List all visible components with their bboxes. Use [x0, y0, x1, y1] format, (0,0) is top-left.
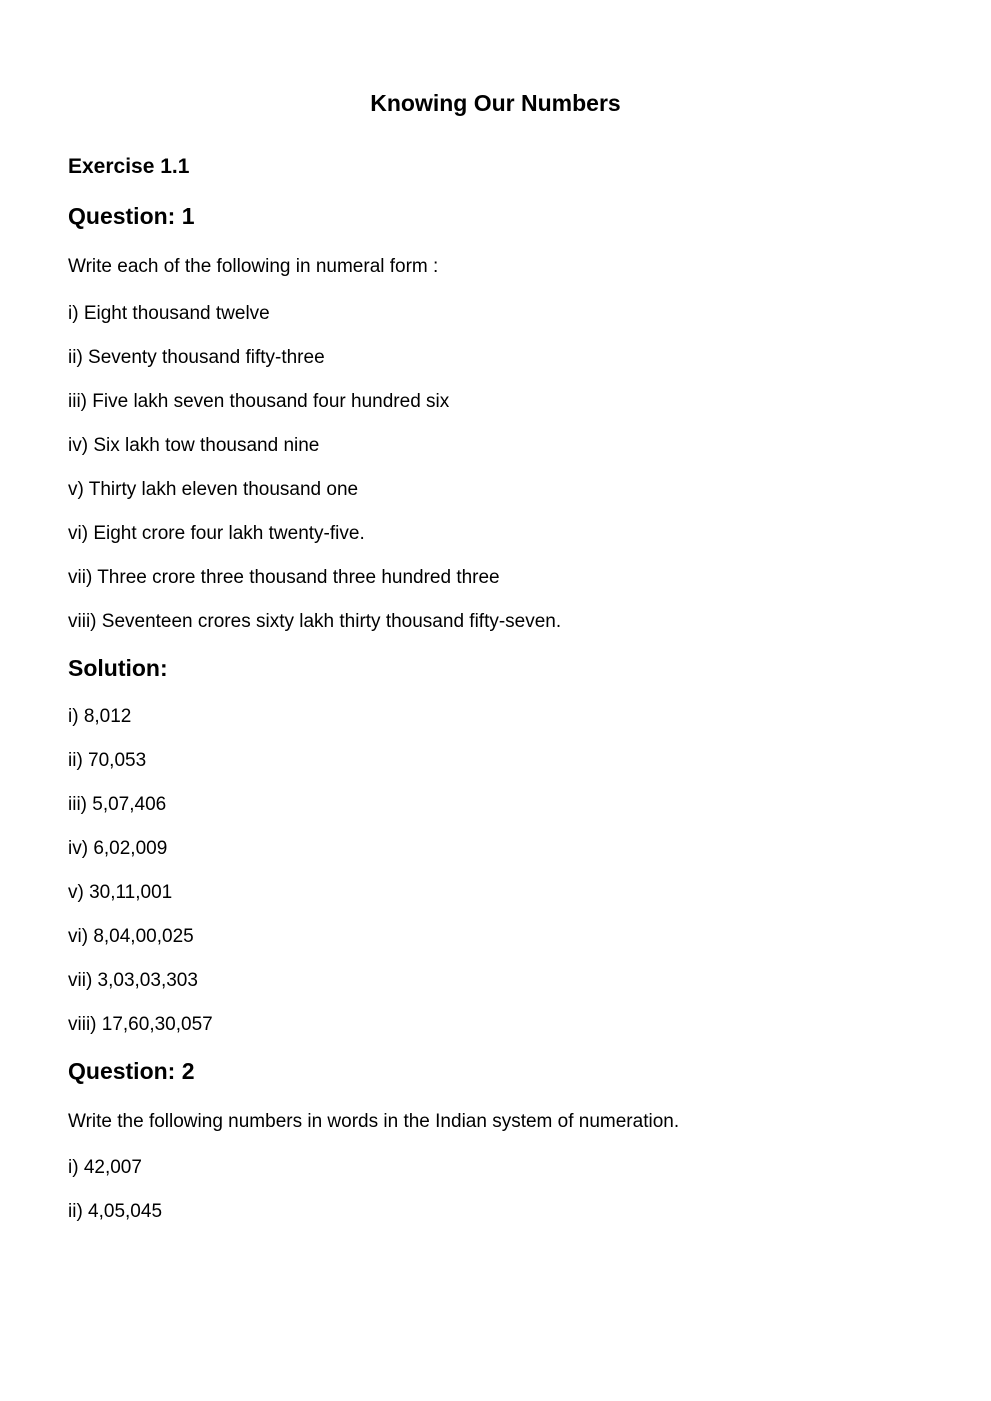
solution-heading: Solution: — [68, 655, 923, 682]
solution-item-viii: viii) 17,60,30,057 — [68, 1014, 923, 1036]
solution-item-i: i) 8,012 — [68, 706, 923, 728]
q1-item-vii: vii) Three crore three thousand three hu… — [68, 567, 923, 589]
solution-item-iv: iv) 6,02,009 — [68, 838, 923, 860]
chapter-title: Knowing Our Numbers — [68, 90, 923, 117]
solution-item-iii: iii) 5,07,406 — [68, 794, 923, 816]
solution-item-vii: vii) 3,03,03,303 — [68, 970, 923, 992]
exercise-heading: Exercise 1.1 — [68, 155, 923, 179]
q2-item-ii: ii) 4,05,045 — [68, 1201, 923, 1223]
question-1-heading: Question: 1 — [68, 203, 923, 230]
q1-item-iv: iv) Six lakh tow thousand nine — [68, 435, 923, 457]
question-2-prompt: Write the following numbers in words in … — [68, 1109, 923, 1136]
q1-item-ii: ii) Seventy thousand fifty-three — [68, 347, 923, 369]
q1-item-i: i) Eight thousand twelve — [68, 303, 923, 325]
q1-item-vi: vi) Eight crore four lakh twenty-five. — [68, 523, 923, 545]
q1-item-v: v) Thirty lakh eleven thousand one — [68, 479, 923, 501]
solution-item-ii: ii) 70,053 — [68, 750, 923, 772]
solution-item-vi: vi) 8,04,00,025 — [68, 926, 923, 948]
solution-item-v: v) 30,11,001 — [68, 882, 923, 904]
q1-item-viii: viii) Seventeen crores sixty lakh thirty… — [68, 611, 923, 633]
q2-item-i: i) 42,007 — [68, 1157, 923, 1179]
document-page: Knowing Our Numbers Exercise 1.1 Questio… — [0, 0, 991, 1285]
question-1-prompt: Write each of the following in numeral f… — [68, 254, 923, 281]
question-2-heading: Question: 2 — [68, 1058, 923, 1085]
q1-item-iii: iii) Five lakh seven thousand four hundr… — [68, 391, 923, 413]
